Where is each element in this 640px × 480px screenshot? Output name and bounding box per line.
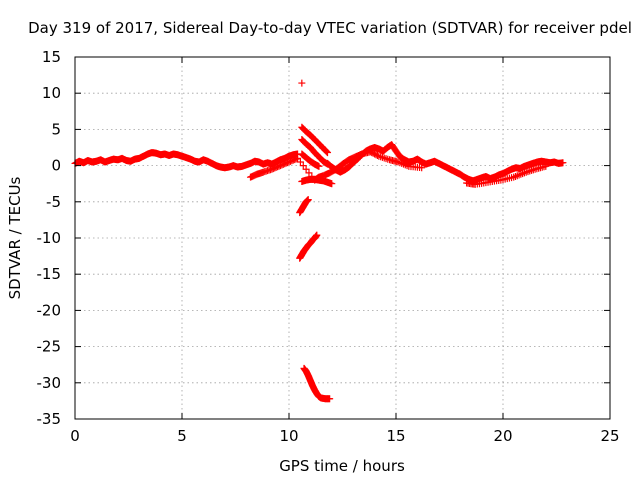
data-point-disturbance-minus5 <box>304 196 312 204</box>
data-point-secondary-trace <box>373 151 381 159</box>
data-point-secondary-trace <box>302 165 310 173</box>
x-tick-label: 10 <box>279 427 298 445</box>
x-tick-label: 5 <box>177 427 187 445</box>
data-point-secondary-trace <box>384 155 392 163</box>
x-axis-title: GPS time / hours <box>279 457 405 475</box>
x-tick-label: 0 <box>70 427 80 445</box>
y-axis-title: SDTVAR / TECUs <box>6 176 24 299</box>
x-axis-ticks: 0 5 10 15 20 25 <box>70 57 620 445</box>
data-point-secondary-trace <box>542 162 550 170</box>
data-point-secondary-trace <box>299 162 307 170</box>
y-axis-ticks: 15 10 5 0 -5 -10 -15 -20 -25 -30 -35 <box>37 48 610 428</box>
data-point-disturbance-arc-minus2 <box>328 180 336 188</box>
data-point-secondary-trace <box>296 158 304 166</box>
y-tick-label: 10 <box>42 84 61 102</box>
x-tick-label: 25 <box>600 427 619 445</box>
data-point-disturbance-minus12 <box>313 231 321 239</box>
y-tick-label: -5 <box>46 193 61 211</box>
data-point-outlier <box>298 79 306 87</box>
data-point-disturbance-descending-upper <box>323 148 331 156</box>
x-tick-label: 15 <box>386 427 405 445</box>
data-point-secondary-trace <box>380 154 388 162</box>
data-point-disturbance-minus30 <box>326 395 334 403</box>
y-tick-label: -15 <box>37 265 62 283</box>
data-point-disturbance-descending-mid <box>324 160 332 168</box>
y-tick-label: -35 <box>37 410 62 428</box>
y-tick-label: 15 <box>42 48 61 66</box>
y-tick-label: -25 <box>37 338 62 356</box>
chart-title: Day 319 of 2017, Sidereal Day-to-day VTE… <box>28 19 632 37</box>
data-point-disturbance-descending-lower <box>315 162 323 170</box>
data-point-disturbance-descending-upper <box>324 149 332 157</box>
data-point-main-trace <box>559 159 567 167</box>
y-tick-label: 0 <box>51 157 61 175</box>
y-tick-label: 5 <box>51 120 61 138</box>
data-point-secondary-trace <box>294 154 302 162</box>
y-tick-label: -10 <box>37 229 62 247</box>
data-point-secondary-trace <box>418 164 426 172</box>
data-points <box>71 79 567 403</box>
y-tick-label: -20 <box>37 301 62 319</box>
y-tick-label: -30 <box>37 374 62 392</box>
data-point-disturbance-descending-upper <box>322 147 330 155</box>
data-point-secondary-trace <box>305 169 313 177</box>
data-point-secondary-trace <box>292 155 300 163</box>
grid-lines <box>75 57 610 419</box>
x-tick-label: 20 <box>493 427 512 445</box>
data-point-secondary-trace <box>382 155 390 163</box>
